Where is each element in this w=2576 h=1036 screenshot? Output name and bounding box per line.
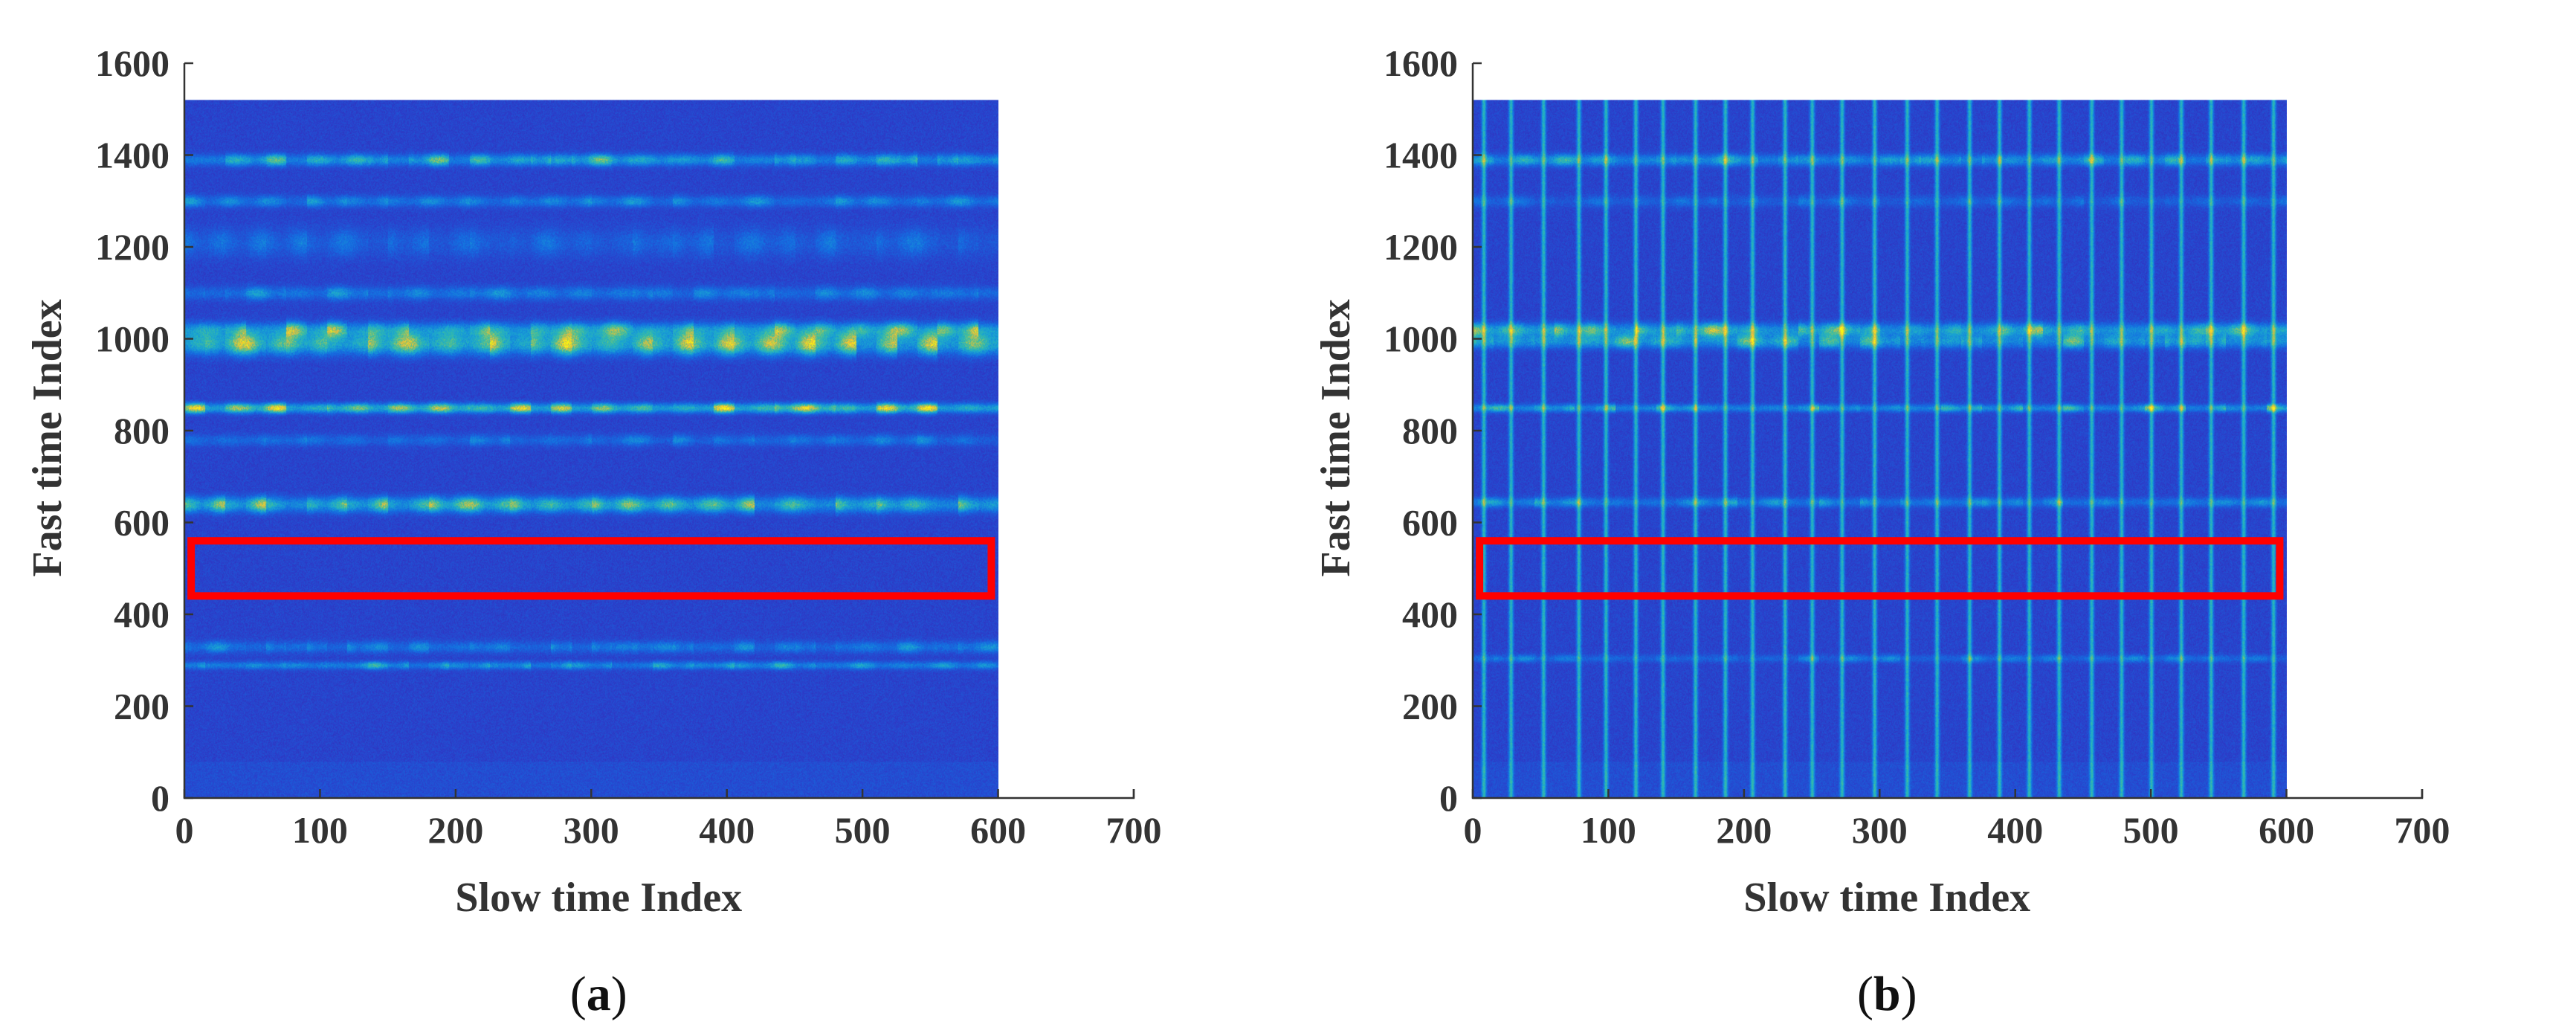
y-axis-label: Fast time Index bbox=[1313, 299, 1359, 576]
y-tick-label: 600 bbox=[1402, 502, 1458, 544]
y-tick-label: 0 bbox=[151, 777, 170, 819]
y-tick-label: 800 bbox=[1402, 410, 1458, 451]
x-tick-label: 500 bbox=[835, 809, 891, 851]
x-tick-label: 0 bbox=[175, 809, 194, 851]
x-tick-label: 200 bbox=[1716, 809, 1772, 851]
y-tick-label: 1200 bbox=[1384, 226, 1458, 268]
y-tick-label: 800 bbox=[114, 410, 170, 451]
x-tick-label: 400 bbox=[699, 809, 755, 851]
x-tick-label: 100 bbox=[1581, 809, 1636, 851]
chart-svg: 0 100 200 300 400 500 600 700 0 200 400 600 800 1000 1… bbox=[25, 42, 1162, 1021]
y-tick-label: 600 bbox=[114, 502, 170, 544]
y-tick-label: 1600 bbox=[95, 42, 170, 84]
x-tick-label: 700 bbox=[2395, 809, 2450, 851]
heatmap-image bbox=[184, 100, 998, 799]
y-tick-label: 1000 bbox=[95, 318, 170, 360]
x-tick-label: 600 bbox=[970, 809, 1026, 851]
chart-panel-b: 0 100 200 300 400 500 600 700 0 200 400 600 800 1000 1… bbox=[1288, 0, 2576, 1036]
x-tick-label: 100 bbox=[292, 809, 348, 851]
x-axis-label: Slow time Index bbox=[1743, 875, 2030, 921]
panel-label: (a) bbox=[570, 967, 627, 1021]
x-tick-label: 700 bbox=[1106, 809, 1162, 851]
y-tick-label: 1200 bbox=[95, 226, 170, 268]
chart-panel-a: 0 100 200 300 400 500 600 700 0 200 400 600 800 1000 1… bbox=[25, 42, 1162, 1021]
x-tick-label: 300 bbox=[1852, 809, 1908, 851]
y-tick-label: 1600 bbox=[1384, 42, 1458, 84]
x-tick-label: 400 bbox=[1987, 809, 2043, 851]
x-tick-label: 300 bbox=[564, 809, 619, 851]
x-tick-label: 600 bbox=[2259, 809, 2314, 851]
y-tick-label: 200 bbox=[1402, 686, 1458, 727]
y-tick-label: 200 bbox=[114, 686, 170, 727]
highlight-box bbox=[187, 537, 995, 600]
x-axis-label: Slow time Index bbox=[455, 875, 742, 921]
y-tick-label: 1400 bbox=[1384, 135, 1458, 176]
y-tick-label: 400 bbox=[114, 593, 170, 635]
highlight-box bbox=[1476, 537, 2284, 600]
y-tick-label: 1400 bbox=[95, 135, 170, 176]
heatmap-image bbox=[1473, 100, 2287, 799]
y-axis-label: Fast time Index bbox=[25, 299, 71, 576]
panel-label: (b) bbox=[1857, 967, 1917, 1021]
y-tick-label: 0 bbox=[1439, 777, 1458, 819]
x-tick-label: 500 bbox=[2123, 809, 2179, 851]
chart-svg: 0 100 200 300 400 500 600 700 0 200 400 600 800 1000 1… bbox=[1313, 42, 2450, 1021]
x-tick-label: 0 bbox=[1464, 809, 1482, 851]
y-tick-label: 1000 bbox=[1384, 318, 1458, 360]
x-tick-label: 200 bbox=[427, 809, 483, 851]
y-tick-label: 400 bbox=[1402, 593, 1458, 635]
